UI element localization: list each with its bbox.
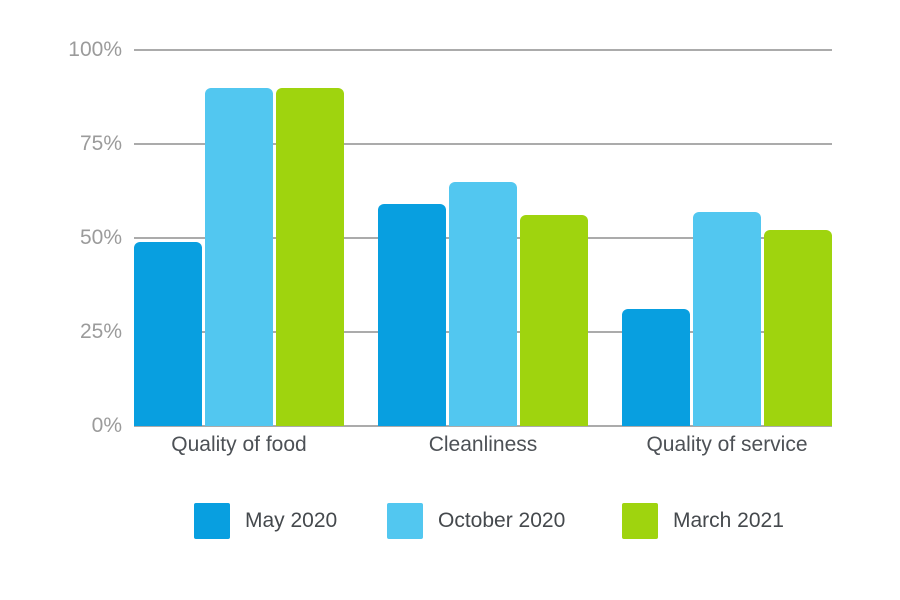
- legend-item-october-2020: October 2020: [387, 503, 565, 539]
- legend-label: March 2021: [673, 509, 784, 532]
- x-axis-labels: Quality of food Cleanliness Quality of ser…: [134, 433, 832, 457]
- y-axis-tick-label: 100%: [68, 38, 122, 61]
- legend-swatch-march-2021: [622, 503, 658, 539]
- bar-october-2020-cleanliness: [449, 181, 517, 426]
- bar-may-2020-quality-of-food: [134, 241, 202, 426]
- bar-march-2021-quality-of-service: [764, 230, 832, 426]
- x-axis-category-label: Cleanliness: [428, 433, 538, 456]
- gridline: [134, 143, 832, 145]
- legend-item-may-2020: May 2020: [194, 503, 337, 539]
- bar-march-2021-cleanliness: [520, 215, 588, 426]
- bar-october-2020-quality-of-food: [205, 87, 273, 426]
- bar-group-quality-of-service: [622, 50, 832, 426]
- legend-item-march-2021: March 2021: [622, 503, 784, 539]
- y-axis-tick-label: 75%: [79, 132, 122, 155]
- x-axis-category-label: Quality of food: [171, 433, 307, 456]
- bar-may-2020-cleanliness: [378, 204, 446, 426]
- bar-october-2020-quality-of-service: [693, 211, 761, 426]
- plot-area: [134, 50, 832, 426]
- legend-swatch-may-2020: [194, 503, 230, 539]
- legend-label: October 2020: [438, 509, 566, 532]
- legend-swatch-october-2020: [387, 503, 423, 539]
- y-axis-tick-label: 50%: [79, 226, 122, 249]
- bar-may-2020-quality-of-service: [622, 309, 690, 426]
- bar-group-cleanliness: [378, 50, 588, 426]
- y-axis-tick-label: 25%: [79, 320, 122, 343]
- gridline: [134, 425, 832, 427]
- y-axis-tick-label: 0%: [91, 414, 122, 437]
- bar-march-2021-quality-of-food: [276, 87, 344, 426]
- x-axis-category-label: Quality of service: [646, 433, 808, 456]
- bar-group-quality-of-food: [134, 50, 344, 426]
- legend-label: May 2020: [245, 509, 338, 532]
- gridline: [134, 49, 832, 51]
